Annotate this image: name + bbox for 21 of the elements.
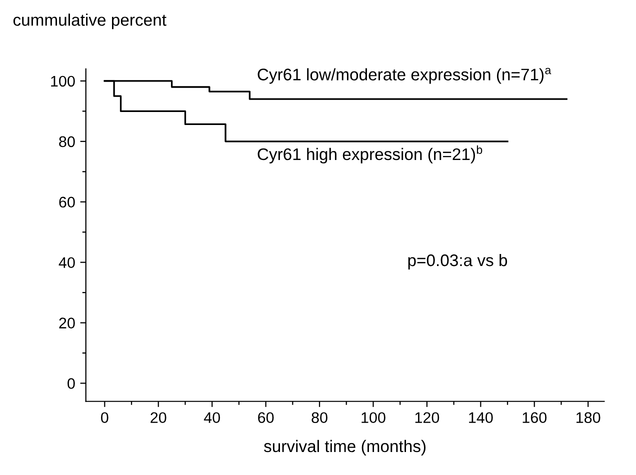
y-tick-label: 40: [58, 257, 75, 268]
annotation: p=0.03:a vs b: [408, 254, 508, 270]
annotation: Cyr61 high expression (n=21)$^{b}$: [258, 145, 482, 164]
x-axis-title: survival time (months): [264, 440, 426, 456]
y-tick-label: 100: [51, 76, 75, 87]
y-tick-label: 20: [59, 318, 75, 328]
y-tick-label: 0: [68, 378, 75, 389]
y-tick-label: 80: [59, 136, 75, 148]
y-tick-label: 60: [59, 196, 75, 208]
x-tick-label: 160: [522, 412, 547, 424]
x-tick-label: 20: [150, 412, 166, 424]
x-tick-label: 100: [362, 412, 386, 424]
y-axis-title: cummulative percent: [13, 14, 166, 30]
x-tick-label: 0: [101, 412, 108, 424]
x-tick-label: 60: [258, 412, 274, 424]
x-tick-label: 140: [469, 412, 493, 424]
x-tick-label: 80: [312, 412, 328, 424]
x-tick-label: 120: [415, 412, 440, 424]
x-tick-label: 180: [576, 412, 600, 424]
annotation: Cyr61 low/moderate expression (n=71)$^{a}$: [258, 68, 552, 84]
x-tick-label: 40: [204, 412, 220, 424]
